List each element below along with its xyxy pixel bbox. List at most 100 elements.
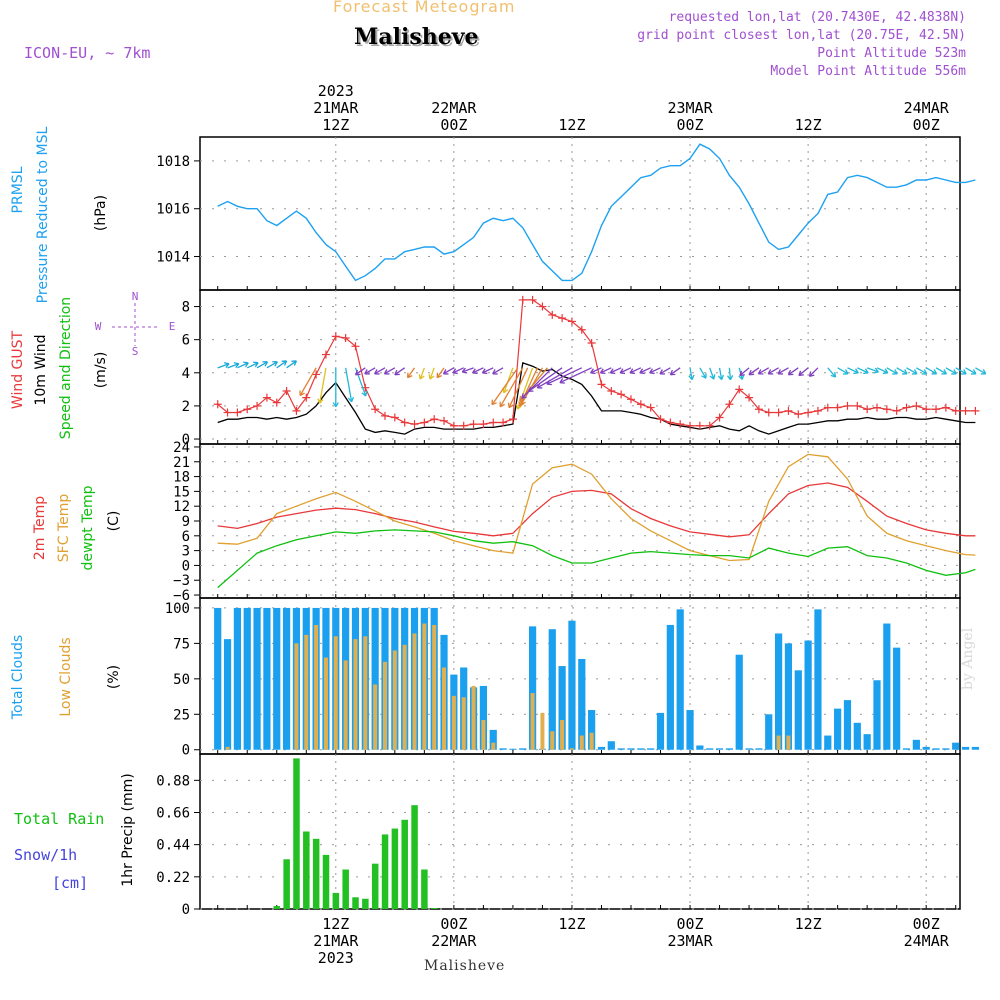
wind-direction-arrow xyxy=(809,367,819,377)
bottom-time-label: 2023 xyxy=(318,949,354,967)
wind-gust-marker xyxy=(459,421,468,430)
total-cloud-bar xyxy=(588,710,596,750)
low-cloud-bar xyxy=(333,636,338,750)
wind-gust-marker xyxy=(872,403,881,412)
wind-arrow-head xyxy=(748,369,755,376)
wind-gust-marker xyxy=(548,310,557,319)
wind-gust-marker xyxy=(941,403,950,412)
wind-direction-arrow xyxy=(669,367,681,376)
wind-arrow-head xyxy=(798,370,804,377)
total-cloud-bar xyxy=(479,685,487,750)
total-cloud-bar xyxy=(558,666,566,750)
wind-direction-arrow xyxy=(492,367,504,375)
gridpoint-coords: grid point closest lon,lat (20.75E, 42.5… xyxy=(637,28,966,43)
wind-arrow-head xyxy=(452,368,458,375)
y-tick-label: 0.66 xyxy=(156,805,190,821)
wind-arrow-head xyxy=(980,369,987,375)
bottom-time-label: 12Z xyxy=(558,915,585,933)
wind-gust-marker xyxy=(764,408,773,417)
low-cloud-bar xyxy=(225,746,230,750)
wind-direction-arrow xyxy=(709,367,715,380)
wind-arrow-head xyxy=(515,404,522,410)
wind-direction-arrow xyxy=(689,367,693,380)
wind-gust-marker xyxy=(774,408,783,417)
total-cloud-bar xyxy=(578,658,586,750)
total-cloud-bar xyxy=(922,746,930,750)
wind-direction-arrow xyxy=(384,367,396,375)
rain-bar xyxy=(391,828,399,909)
total-cloud-bar xyxy=(893,647,901,750)
wind-direction-arrow xyxy=(945,367,957,375)
rain-bar xyxy=(322,854,330,909)
wind-arrow-head xyxy=(406,372,413,379)
pressure-label-msl: Pressure Reduced to MSL xyxy=(35,126,51,303)
y-tick-label: 0 xyxy=(182,558,190,574)
wind-gust-marker xyxy=(932,405,941,414)
bottom-time-label: 23MAR xyxy=(667,932,713,950)
total-cloud-bar xyxy=(696,745,704,750)
wind-arrow-head xyxy=(347,396,355,403)
wind-arrow-head xyxy=(843,369,849,375)
wind-gust-marker xyxy=(302,393,311,402)
watermark: by Angel xyxy=(960,627,976,690)
total-cloud-bar xyxy=(971,746,979,750)
bottom-time-label: 24MAR xyxy=(904,932,950,950)
temp-2m-line xyxy=(217,482,976,538)
temp-label-dewpt: dewpt Temp xyxy=(80,485,96,570)
total-cloud-bar xyxy=(214,607,222,750)
wind-gust-marker xyxy=(676,420,685,429)
y-tick-label: 1014 xyxy=(156,250,190,266)
wind-direction-arrow xyxy=(256,361,268,369)
rain-bar xyxy=(401,819,408,909)
wind-gust-marker xyxy=(243,405,252,414)
wind-direction-arrow xyxy=(407,367,416,379)
wind-arrow-head xyxy=(777,369,784,375)
wind-gust-marker xyxy=(794,410,803,419)
total-cloud-bar xyxy=(961,746,970,750)
wind-gust-marker xyxy=(735,385,744,394)
total-cloud-bar xyxy=(834,708,842,750)
wind-arrow-head xyxy=(272,361,278,367)
wind-direction-arrow xyxy=(364,367,376,375)
wind-direction-arrow xyxy=(777,367,789,375)
wind-gust-marker xyxy=(666,418,675,427)
wind-direction-arrow xyxy=(482,367,494,374)
wind-gust-marker xyxy=(567,317,576,326)
wind-gust-marker xyxy=(971,406,980,415)
wind-gust-marker xyxy=(262,393,271,402)
y-tick-label: 2 xyxy=(182,399,190,415)
wind-direction-arrow xyxy=(718,367,723,380)
y-tick-label: 0.44 xyxy=(156,838,190,854)
wind-arrow-head xyxy=(892,369,898,375)
wind-direction-arrow xyxy=(491,367,519,406)
total-cloud-bar xyxy=(814,609,822,750)
wind-direction-arrow xyxy=(935,367,947,375)
rain-bar xyxy=(303,831,310,909)
y-tick-label: 12 xyxy=(173,499,190,515)
wind-gust-marker xyxy=(725,400,734,409)
top-time-label: 22MAR xyxy=(431,99,477,117)
wind-arrow-head xyxy=(253,361,259,368)
wind-direction-arrow xyxy=(354,367,367,397)
wind-arrow-head xyxy=(291,360,298,366)
low-cloud-bar xyxy=(560,719,565,750)
wind-direction-arrow xyxy=(452,367,464,374)
wind-direction-arrow xyxy=(610,367,622,374)
clouds-unit: (%) xyxy=(106,665,122,689)
wind-arrow-head xyxy=(767,369,774,375)
low-cloud-bar xyxy=(412,633,417,750)
total-cloud-bar xyxy=(863,734,871,750)
wind-gust-marker xyxy=(253,401,262,410)
total-cloud-bar xyxy=(666,624,674,750)
wind-direction-arrow xyxy=(355,367,366,376)
wind-direction-arrow xyxy=(266,361,278,369)
wind-gust-marker xyxy=(912,401,921,410)
wind-direction-arrow xyxy=(443,367,455,375)
wind-arrow-head xyxy=(701,373,707,379)
wind-gust-marker xyxy=(449,421,458,430)
y-tick-label: −6 xyxy=(173,588,190,604)
location-title: Malisheve xyxy=(354,24,479,50)
wind-gust-marker xyxy=(558,314,567,323)
wind-arrow-head xyxy=(931,369,938,375)
y-tick-label: 25 xyxy=(173,707,190,723)
